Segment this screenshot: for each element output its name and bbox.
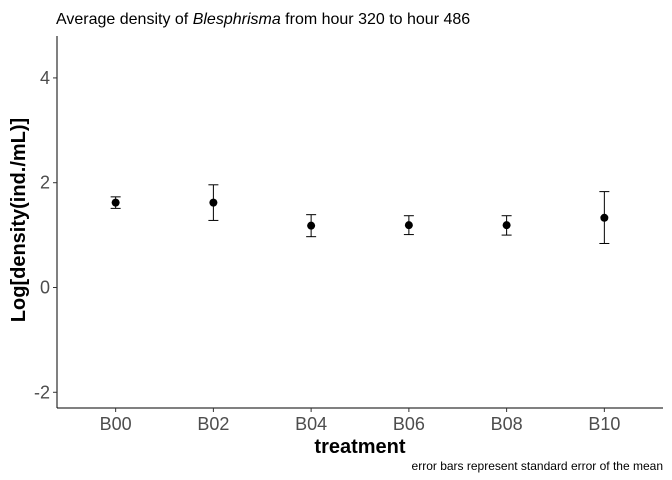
x-tick-label: B04 bbox=[295, 414, 327, 434]
y-axis-title: Log[density(ind./mL)] bbox=[8, 118, 30, 322]
x-tick-label: B00 bbox=[100, 414, 132, 434]
y-tick-label: -2 bbox=[34, 382, 50, 402]
y-ticks: -2 0 2 4 bbox=[34, 68, 57, 402]
chart-caption: error bars represent standard error of t… bbox=[412, 459, 663, 473]
chart-title-suffix: from hour 320 to hour 486 bbox=[281, 11, 471, 28]
data-point bbox=[404, 221, 413, 230]
data-point bbox=[600, 213, 609, 222]
plot-area: -2 0 2 4 B00 B02 B04 B06 B08 B10 bbox=[34, 36, 663, 434]
y-tick-label: 0 bbox=[40, 277, 50, 297]
data-points bbox=[111, 198, 609, 230]
x-tick-label: B06 bbox=[393, 414, 425, 434]
error-bars bbox=[110, 184, 610, 244]
chart-title: Average density of Blesphrisma from hour… bbox=[56, 11, 470, 28]
data-point bbox=[111, 198, 120, 207]
x-tick-label: B02 bbox=[197, 414, 229, 434]
data-point bbox=[209, 198, 218, 207]
chart-title-species: Blesphrisma bbox=[193, 11, 281, 28]
x-ticks: B00 B02 B04 B06 B08 B10 bbox=[100, 408, 620, 434]
chart-title-prefix: Average density of bbox=[56, 11, 193, 28]
data-point bbox=[502, 221, 511, 230]
x-tick-label: B10 bbox=[588, 414, 620, 434]
y-tick-label: 2 bbox=[40, 173, 50, 193]
x-tick-label: B08 bbox=[491, 414, 523, 434]
x-axis-title: treatment bbox=[314, 436, 405, 458]
data-point bbox=[307, 221, 316, 230]
y-tick-label: 4 bbox=[40, 68, 50, 88]
